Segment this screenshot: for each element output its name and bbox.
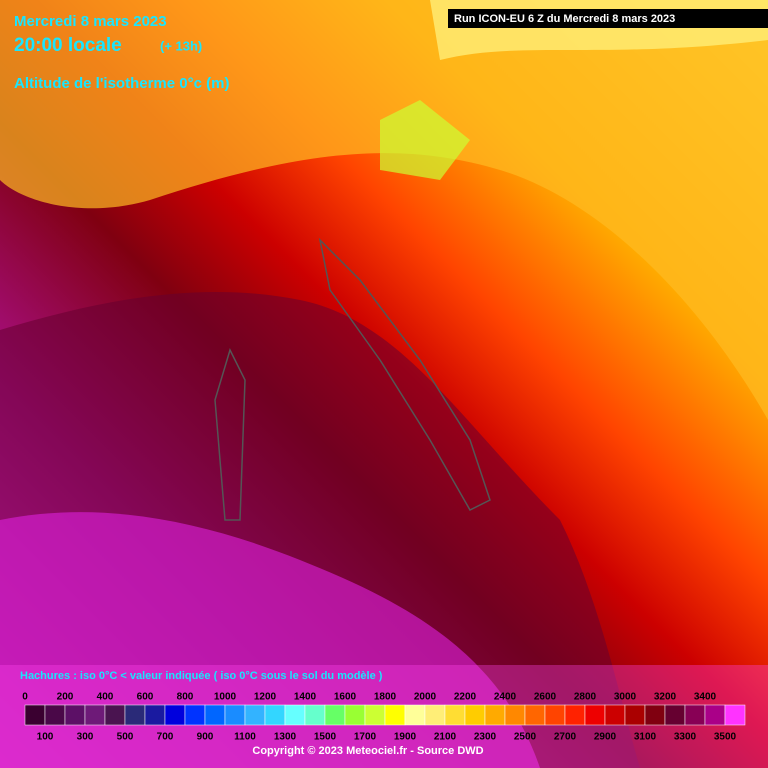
run-box: [448, 9, 768, 28]
legend-swatch: [284, 704, 306, 726]
legend-label: 400: [97, 692, 114, 703]
legend-label: 1700: [354, 732, 377, 743]
map-zone: [380, 100, 470, 180]
legend-swatch: [144, 704, 166, 726]
legend-label: 1900: [394, 732, 417, 743]
legend-label: 1100: [234, 732, 256, 743]
legend-swatch: [684, 704, 706, 726]
legend-label: 1800: [374, 692, 397, 703]
legend-swatch: [504, 704, 526, 726]
legend-label: 1200: [254, 692, 277, 703]
legend-swatch: [724, 704, 746, 726]
legend-label: 2800: [574, 692, 597, 703]
legend-swatch: [204, 704, 226, 726]
legend-swatch: [184, 704, 206, 726]
legend-swatch: [324, 704, 346, 726]
legend-swatch: [444, 704, 466, 726]
legend-label: 2300: [474, 732, 497, 743]
legend-label: 800: [177, 692, 194, 703]
legend-swatch: [84, 704, 106, 726]
legend-label: 3400: [694, 692, 717, 703]
time: 20:00 locale: [14, 35, 122, 56]
legend-swatch: [604, 704, 626, 726]
legend-swatch: [64, 704, 86, 726]
legend-label: 2200: [454, 692, 477, 703]
legend-label: 3000: [614, 692, 637, 703]
legend-swatch: [104, 704, 126, 726]
legend-label: 1500: [314, 732, 337, 743]
legend-swatch: [44, 704, 66, 726]
legend-swatch: [384, 704, 406, 726]
legend-label: 900: [197, 732, 214, 743]
legend-swatch: [644, 704, 666, 726]
legend-label: 3300: [674, 732, 697, 743]
legend-swatch: [124, 704, 146, 726]
map-zone: [0, 512, 540, 768]
legend-label: 100: [37, 732, 54, 743]
legend-label: 2600: [534, 692, 557, 703]
offset: (+ 13h): [160, 38, 202, 53]
legend-swatch: [664, 704, 686, 726]
legend-swatch: [424, 704, 446, 726]
legend-label: 1000: [214, 692, 237, 703]
legend-label: 1300: [274, 732, 297, 743]
run-info: Run ICON-EU 6 Z du Mercredi 8 mars 2023: [454, 13, 675, 25]
legend-swatch: [244, 704, 266, 726]
legend-label: 300: [77, 732, 94, 743]
legend-swatch: [704, 704, 726, 726]
legend-swatch: [624, 704, 646, 726]
legend-label: 2900: [594, 732, 617, 743]
legend-label: 3100: [634, 732, 657, 743]
legend-swatch: [484, 704, 506, 726]
legend-swatch: [264, 704, 286, 726]
legend-swatch: [344, 704, 366, 726]
date: Mercredi 8 mars 2023: [14, 13, 167, 30]
copyright: Copyright © 2023 Meteociel.fr - Source D…: [252, 745, 483, 757]
legend-label: 700: [157, 732, 174, 743]
legend-label: 2400: [494, 692, 517, 703]
legend-label: 2700: [554, 732, 577, 743]
legend-swatch: [164, 704, 186, 726]
legend-swatch: [224, 704, 246, 726]
legend-label: 1400: [294, 692, 317, 703]
legend-label: 2100: [434, 732, 457, 743]
legend-swatch: [564, 704, 586, 726]
legend-swatch: [464, 704, 486, 726]
legend-swatch: [24, 704, 46, 726]
legend-note: Hachures : iso 0°C < valeur indiquée ( i…: [20, 670, 383, 682]
legend-label: 1600: [334, 692, 357, 703]
parameter: Altitude de l'isotherme 0°c (m): [14, 75, 229, 92]
legend-label: 3500: [714, 732, 737, 743]
legend-label: 3200: [654, 692, 677, 703]
legend-swatch: [364, 704, 386, 726]
legend-label: 0: [22, 692, 28, 703]
legend-swatch: [544, 704, 566, 726]
legend-label: 2500: [514, 732, 537, 743]
legend-label: 2000: [414, 692, 437, 703]
legend-swatch: [584, 704, 606, 726]
map-zone: [0, 0, 768, 420]
legend-label: 500: [117, 732, 134, 743]
coastline: [214, 237, 491, 521]
legend-swatch: [404, 704, 426, 726]
legend-swatch: [304, 704, 326, 726]
legend-label: 200: [57, 692, 74, 703]
legend-label: 600: [137, 692, 154, 703]
legend-swatch: [524, 704, 546, 726]
